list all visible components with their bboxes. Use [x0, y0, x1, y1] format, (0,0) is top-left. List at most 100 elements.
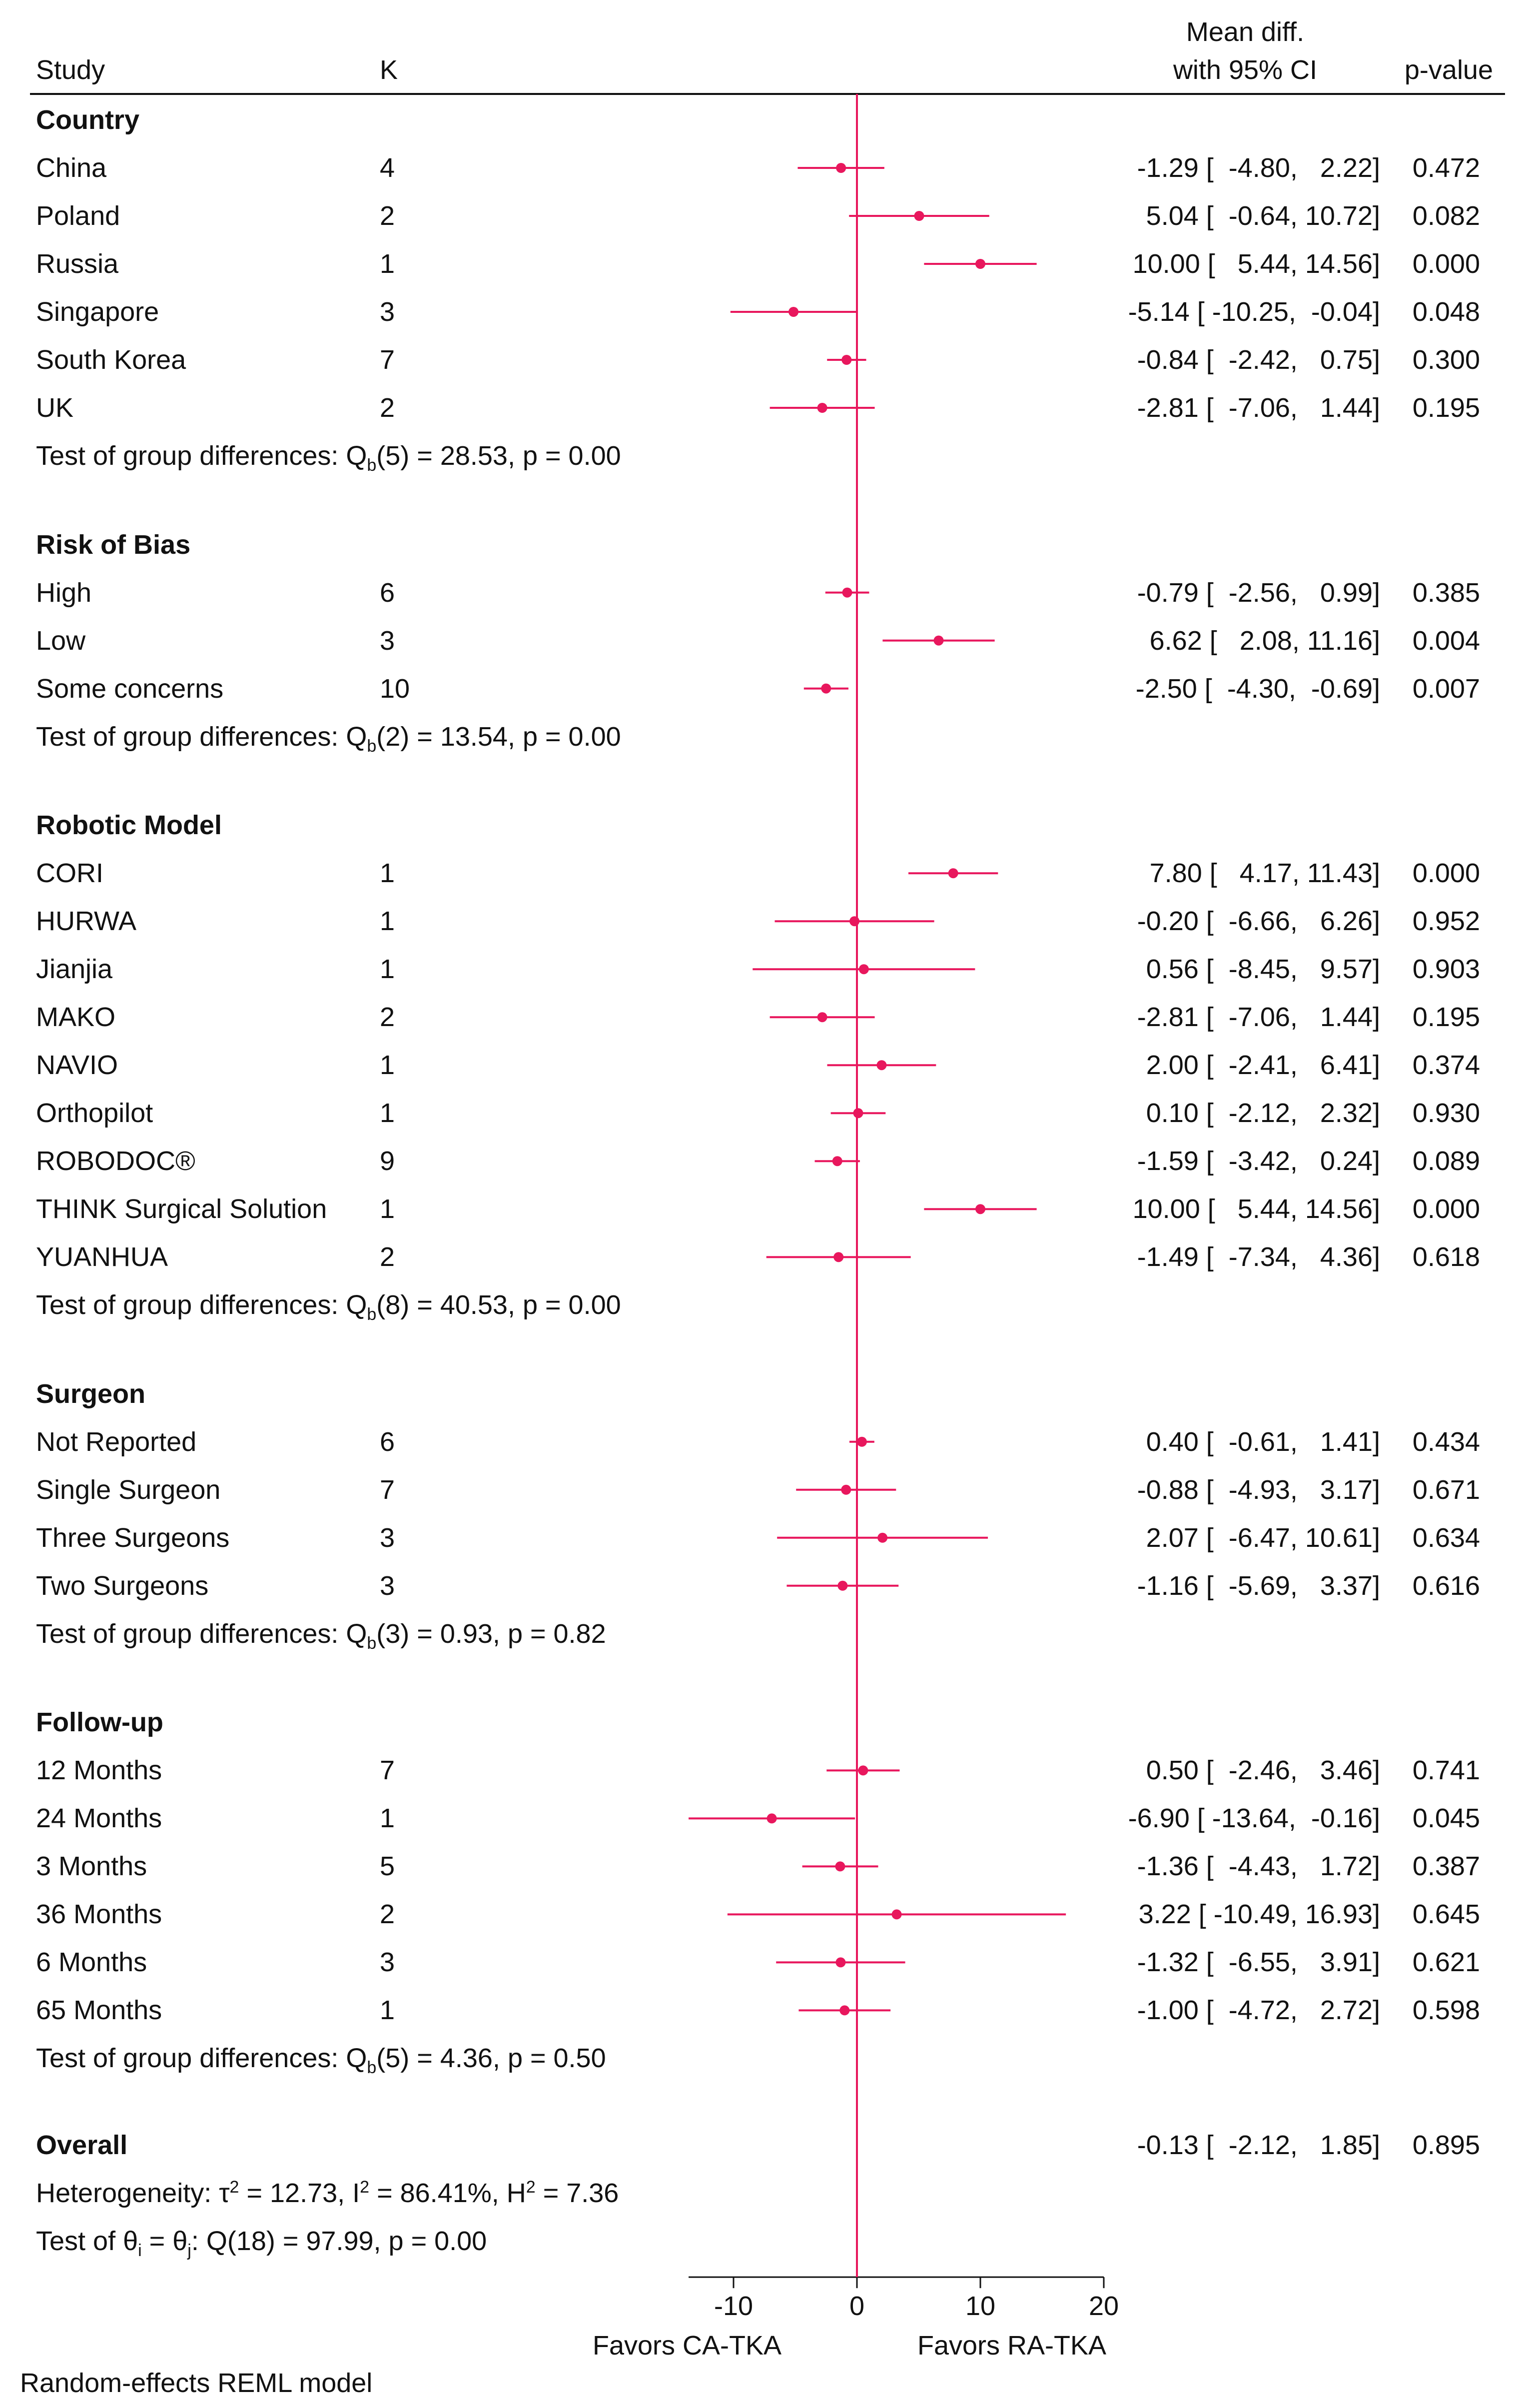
study-pvalue: 0.952	[1412, 906, 1480, 937]
het-b: = 12.73, I	[239, 2178, 360, 2209]
group-test: Test of group differences: Qb(2) = 13.54…	[36, 721, 621, 756]
study-label: High	[36, 577, 92, 608]
group-title: Country	[36, 105, 139, 135]
group-test-suffix: (2) = 13.54, p = 0.00	[376, 721, 621, 752]
study-pvalue: 0.000	[1412, 1194, 1480, 1224]
study-pvalue: 0.621	[1412, 1947, 1480, 1978]
ot-c: : Q(18) = 97.99, p = 0.00	[191, 2226, 487, 2257]
study-point	[839, 2005, 850, 2016]
study-label: 6 Months	[36, 1947, 147, 1978]
study-ci-text: 5.04 [ -0.64, 10.72]	[1146, 201, 1380, 231]
het-a: Heterogeneity: τ	[36, 2178, 230, 2209]
header-k: K	[380, 55, 398, 85]
study-label: 36 Months	[36, 1899, 162, 1930]
study-k: 2	[380, 201, 395, 231]
study-ci-text: -0.88 [ -4.93, 3.17]	[1137, 1474, 1380, 1505]
study-ci-text: -1.00 [ -4.72, 2.72]	[1137, 1995, 1380, 2026]
study-label: Jianjia	[36, 954, 113, 985]
study-ci-text: 2.07 [ -6.47, 10.61]	[1146, 1522, 1380, 1553]
study-point	[975, 1204, 985, 1214]
x-axis-tick-label: 20	[1088, 2291, 1119, 2322]
study-pvalue: 0.195	[1412, 1002, 1480, 1033]
group-test-sub: b	[367, 455, 377, 475]
study-ci-text: -1.32 [ -6.55, 3.91]	[1137, 1947, 1380, 1978]
study-pvalue: 0.741	[1412, 1755, 1480, 1786]
study-label: MAKO	[36, 1002, 116, 1033]
study-point	[837, 1580, 848, 1591]
study-point	[842, 587, 852, 598]
group-test-suffix: (5) = 4.36, p = 0.50	[376, 2043, 606, 2074]
study-point	[891, 1909, 902, 1920]
study-ci-text: 0.50 [ -2.46, 3.46]	[1146, 1755, 1380, 1786]
ot-b: = θ	[141, 2226, 188, 2257]
study-ci-text: 6.62 [ 2.08, 11.16]	[1149, 625, 1380, 656]
study-label: Some concerns	[36, 673, 224, 704]
ot-sub2: j	[187, 2241, 191, 2260]
study-ci-text: 7.80 [ 4.17, 11.43]	[1149, 858, 1380, 889]
group-title: Follow-up	[36, 1707, 163, 1738]
group-test-prefix: Test of group differences: Q	[36, 721, 367, 752]
study-point	[853, 1108, 863, 1119]
study-pvalue: 0.385	[1412, 577, 1480, 608]
study-label: Low	[36, 625, 86, 656]
study-k: 3	[380, 1947, 395, 1978]
study-label: Poland	[36, 201, 120, 231]
het-c: = 86.41%, H	[369, 2178, 526, 2209]
study-pvalue: 0.300	[1412, 345, 1480, 375]
ot-sub1: i	[138, 2241, 142, 2260]
study-point	[832, 1156, 842, 1167]
study-pvalue: 0.634	[1412, 1522, 1480, 1553]
group-test-prefix: Test of group differences: Q	[36, 1618, 367, 1649]
study-k: 4	[380, 153, 395, 183]
study-ci-text: -1.16 [ -5.69, 3.37]	[1137, 1570, 1380, 1601]
study-ci-text: 0.40 [ -0.61, 1.41]	[1146, 1426, 1380, 1457]
study-k: 1	[380, 1194, 395, 1224]
study-label: NAVIO	[36, 1050, 118, 1081]
study-point	[817, 403, 827, 413]
study-pvalue: 0.004	[1412, 625, 1480, 656]
study-k: 2	[380, 393, 395, 423]
study-label: HURWA	[36, 906, 136, 937]
study-label: China	[36, 153, 107, 183]
study-point	[836, 163, 846, 173]
heterogeneity-text: Heterogeneity: τ2 = 12.73, I2 = 86.41%, …	[36, 2178, 619, 2208]
study-label: Single Surgeon	[36, 1474, 221, 1505]
x-axis-tick-label: -10	[714, 2291, 754, 2322]
header-effect-line2: with 95% CI	[1173, 55, 1318, 85]
study-k: 6	[380, 577, 395, 608]
study-point	[914, 211, 924, 221]
study-pvalue: 0.089	[1412, 1146, 1480, 1177]
group-test-prefix: Test of group differences: Q	[36, 1290, 367, 1320]
study-label: South Korea	[36, 345, 186, 375]
study-k: 1	[380, 249, 395, 279]
study-k: 7	[380, 1474, 395, 1505]
study-ci-text: -1.36 [ -4.43, 1.72]	[1137, 1851, 1380, 1882]
study-k: 7	[380, 345, 395, 375]
study-k: 6	[380, 1426, 395, 1457]
study-point	[767, 1813, 777, 1824]
study-pvalue: 0.434	[1412, 1426, 1480, 1457]
study-pvalue: 0.045	[1412, 1803, 1480, 1834]
x-axis-tick-label: 0	[849, 2291, 865, 2322]
study-k: 3	[380, 1522, 395, 1553]
study-pvalue: 0.930	[1412, 1098, 1480, 1129]
study-k: 1	[380, 1995, 395, 2026]
study-pvalue: 0.671	[1412, 1474, 1480, 1505]
study-k: 5	[380, 1851, 395, 1882]
het-sup2: 2	[360, 2178, 370, 2197]
study-ci-text: 3.22 [ -10.49, 16.93]	[1138, 1899, 1380, 1930]
study-k: 1	[380, 906, 395, 937]
study-pvalue: 0.903	[1412, 954, 1480, 985]
study-label: 12 Months	[36, 1755, 162, 1786]
group-test-sub: b	[367, 736, 377, 756]
study-k: 10	[380, 673, 410, 704]
study-k: 1	[380, 1803, 395, 1834]
study-ci-text: 2.00 [ -2.41, 6.41]	[1146, 1050, 1380, 1081]
overall-title: Overall	[36, 2130, 128, 2161]
group-test-prefix: Test of group differences: Q	[36, 441, 367, 471]
study-pvalue: 0.082	[1412, 201, 1480, 231]
group-title: Robotic Model	[36, 810, 222, 841]
header-pvalue: p-value	[1404, 55, 1493, 85]
study-label: 24 Months	[36, 1803, 162, 1834]
